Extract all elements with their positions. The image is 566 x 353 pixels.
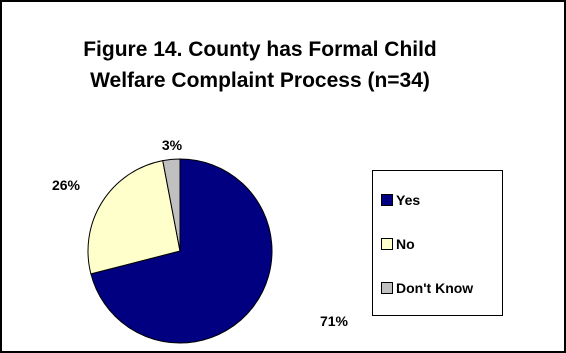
pie-slice-no bbox=[87, 160, 181, 275]
legend-item-dont-know: Don't Know bbox=[381, 279, 473, 297]
legend-label-no: No bbox=[396, 236, 415, 252]
chart-title-line-2: Welfare Complaint Process (n=34) bbox=[90, 69, 430, 92]
chart-title-line-1: Figure 14. County has Formal Child bbox=[83, 38, 437, 61]
chart-title: Figure 14. County has Formal Child Welfa… bbox=[40, 34, 480, 96]
chart-legend: Yes No Don't Know bbox=[372, 170, 503, 316]
legend-item-no: No bbox=[381, 235, 415, 253]
data-label-yes: 71% bbox=[320, 313, 349, 329]
legend-item-yes: Yes bbox=[381, 191, 420, 209]
data-label-dont-know: 3% bbox=[162, 137, 183, 153]
legend-swatch-yes bbox=[381, 194, 393, 206]
pie-slice-yes bbox=[90, 158, 273, 344]
legend-label-dont-know: Don't Know bbox=[396, 280, 474, 296]
pie-slice-dont-know bbox=[162, 158, 181, 252]
data-label-no: 26% bbox=[52, 177, 81, 193]
pie-slices bbox=[87, 158, 273, 344]
legend-label-yes: Yes bbox=[396, 192, 421, 208]
legend-swatch-dont-know bbox=[381, 282, 393, 294]
pie-data-labels: 71% 26% 3% bbox=[52, 137, 349, 329]
legend-swatch-no bbox=[381, 238, 393, 250]
